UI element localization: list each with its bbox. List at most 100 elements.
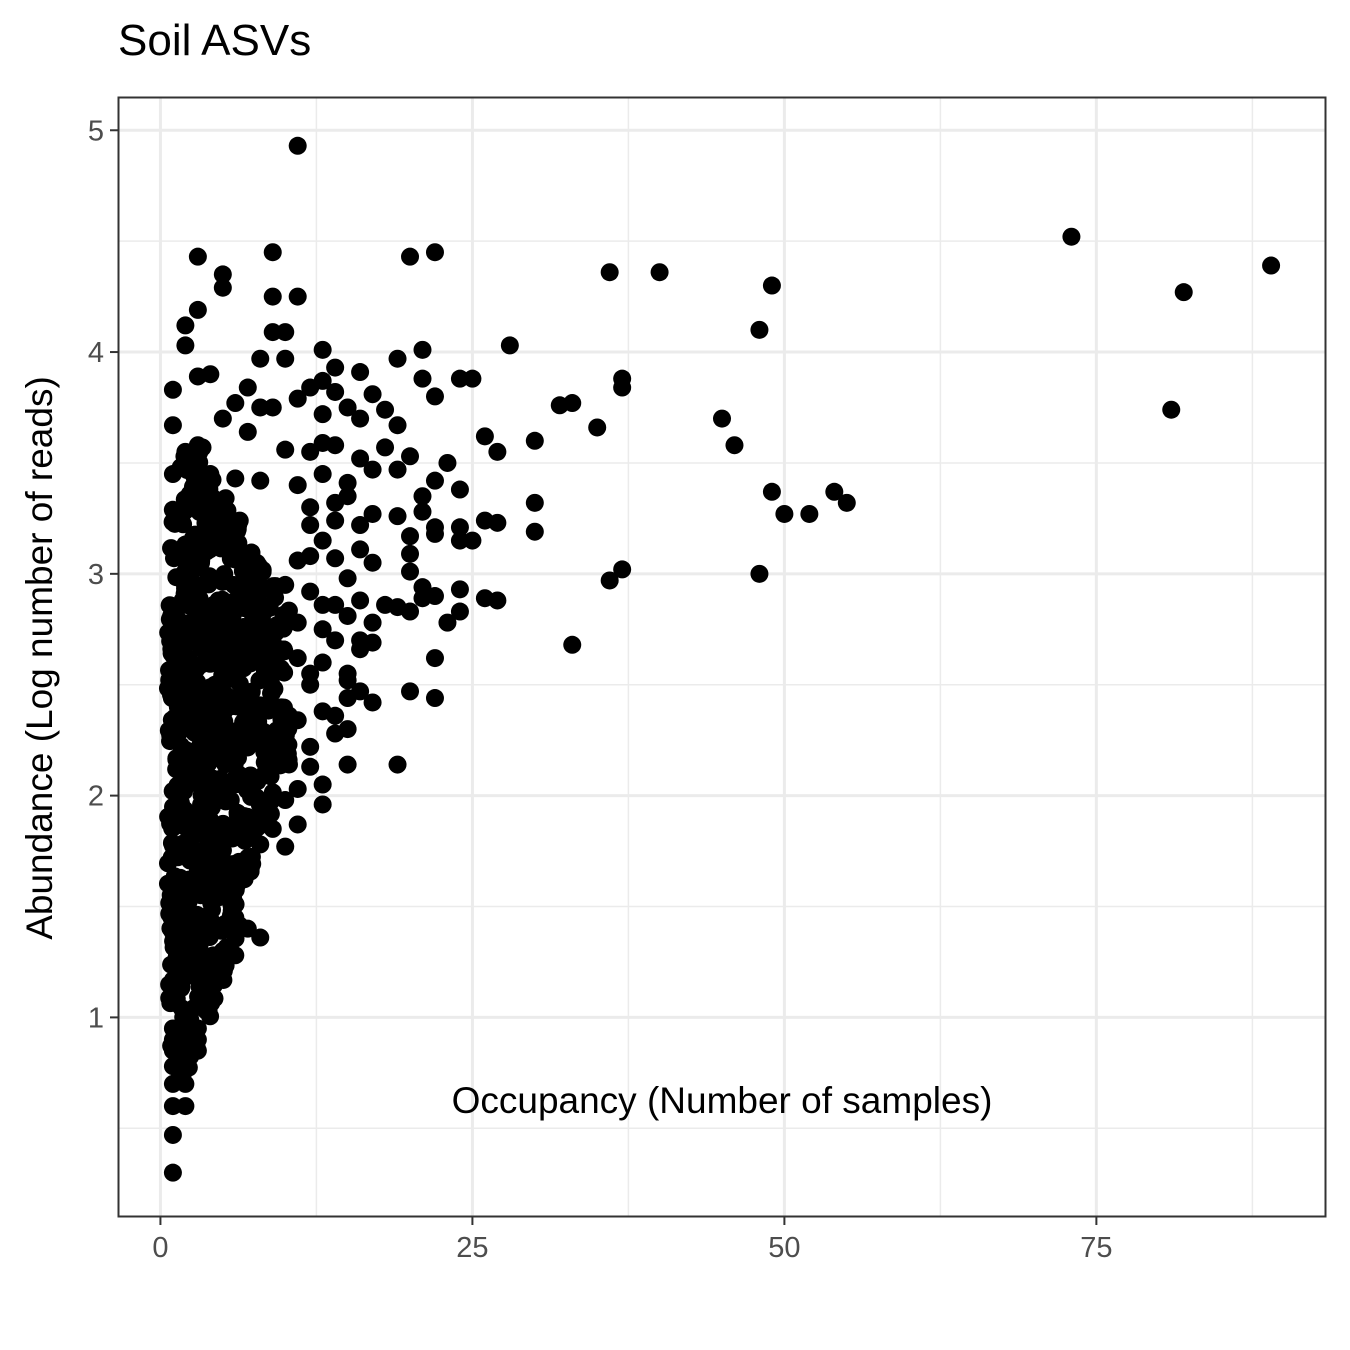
- data-point: [463, 369, 482, 388]
- data-point: [214, 814, 233, 833]
- data-point: [301, 547, 320, 566]
- data-point: [185, 841, 204, 860]
- data-point: [525, 431, 544, 450]
- data-point: [313, 653, 332, 672]
- data-point: [500, 336, 519, 355]
- data-point: [450, 369, 469, 388]
- data-point: [326, 436, 345, 455]
- data-point: [288, 287, 307, 306]
- y-axis-label: Abundance (Log number of reads): [19, 376, 60, 940]
- data-point: [450, 518, 469, 537]
- y-tick-label: 4: [88, 337, 104, 369]
- data-point: [450, 480, 469, 499]
- data-point: [313, 595, 332, 614]
- data-point: [338, 606, 357, 625]
- data-point: [279, 601, 298, 620]
- data-point: [750, 320, 769, 339]
- data-point: [401, 247, 420, 266]
- data-point: [351, 591, 370, 610]
- data-point: [251, 471, 270, 490]
- data-point: [401, 447, 420, 466]
- data-point: [725, 436, 744, 455]
- data-point: [238, 422, 257, 441]
- data-point: [176, 316, 195, 335]
- data-point: [425, 387, 444, 406]
- data-point: [276, 323, 295, 342]
- data-point: [351, 540, 370, 559]
- data-point: [425, 649, 444, 668]
- data-point: [172, 979, 191, 998]
- data-point: [196, 911, 215, 930]
- data-point: [184, 477, 203, 496]
- data-point: [338, 689, 357, 708]
- data-point: [351, 363, 370, 382]
- data-point: [301, 757, 320, 776]
- data-point: [288, 389, 307, 408]
- data-point: [713, 409, 731, 428]
- data-point: [172, 541, 191, 560]
- data-point: [227, 921, 246, 940]
- data-point: [251, 398, 270, 417]
- data-point: [326, 595, 345, 614]
- data-point: [363, 460, 382, 479]
- data-point: [201, 365, 220, 384]
- data-point: [338, 671, 357, 690]
- x-axis-label: Occupancy (Number of samples): [451, 1080, 993, 1121]
- data-point: [613, 560, 632, 579]
- data-point: [214, 970, 233, 989]
- data-point: [186, 1035, 205, 1054]
- data-point: [563, 394, 582, 413]
- data-point: [196, 602, 215, 621]
- data-point: [163, 1163, 182, 1182]
- data-point: [222, 896, 241, 915]
- data-point: [413, 589, 432, 608]
- data-point: [413, 487, 432, 506]
- data-point: [413, 369, 432, 388]
- data-point: [376, 400, 395, 419]
- data-point: [263, 243, 282, 262]
- data-point: [438, 613, 457, 632]
- data-point: [450, 580, 469, 599]
- data-point: [175, 645, 194, 664]
- data-point: [247, 788, 266, 807]
- data-point: [163, 380, 182, 399]
- data-point: [224, 771, 243, 790]
- data-point: [258, 579, 277, 598]
- data-point: [301, 442, 320, 461]
- data-point: [301, 498, 320, 517]
- data-point: [209, 748, 228, 767]
- data-point: [276, 837, 295, 856]
- data-point: [301, 582, 320, 601]
- data-point: [450, 531, 469, 550]
- data-point: [401, 602, 420, 621]
- data-point: [172, 506, 191, 525]
- data-point: [488, 442, 507, 461]
- data-point: [475, 427, 494, 446]
- data-point: [775, 504, 794, 523]
- data-point: [200, 466, 219, 485]
- data-point: [235, 807, 254, 826]
- plot-border: [117, 96, 1327, 1218]
- data-point: [263, 287, 282, 306]
- y-tick-label: 5: [88, 115, 104, 147]
- data-point: [208, 864, 227, 883]
- data-point: [163, 1097, 182, 1116]
- data-point: [388, 507, 407, 526]
- data-point: [762, 276, 781, 295]
- data-point: [800, 504, 819, 523]
- data-point: [263, 323, 282, 342]
- data-point: [351, 516, 370, 535]
- data-point: [273, 720, 292, 739]
- data-point: [279, 755, 298, 774]
- data-point: [288, 649, 307, 668]
- data-point: [425, 243, 444, 262]
- data-point: [301, 737, 320, 756]
- data-point: [401, 544, 420, 563]
- data-point: [388, 349, 407, 368]
- data-point: [438, 453, 457, 472]
- data-point: [425, 689, 444, 708]
- data-point: [235, 870, 254, 889]
- data-point: [313, 795, 332, 814]
- data-point: [248, 717, 267, 736]
